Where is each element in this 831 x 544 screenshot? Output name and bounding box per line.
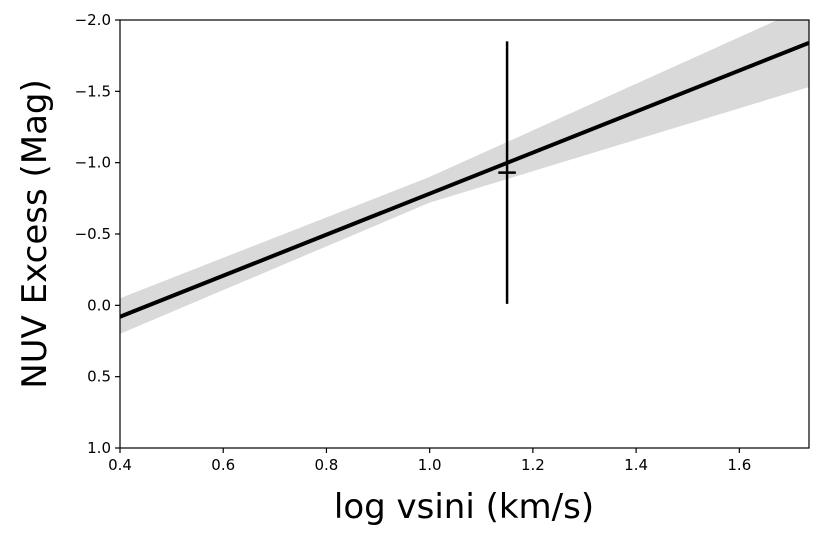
y-tick-label: 0.5 — [87, 368, 111, 386]
y-tick-label: −2.0 — [75, 11, 111, 29]
y-tick-label: −0.5 — [75, 225, 111, 243]
y-tick-label: −1.5 — [75, 82, 111, 100]
x-tick-label: 0.4 — [108, 456, 132, 474]
y-tick-label: 0.0 — [87, 296, 111, 314]
y-tick-label: 1.0 — [87, 439, 111, 457]
confidence-band — [120, 20, 809, 334]
plot-area — [120, 20, 809, 334]
y-axis-label: NUV Excess (Mag) — [15, 79, 55, 389]
x-tick-label: 1.0 — [418, 456, 442, 474]
y-tick-label: −1.0 — [75, 154, 111, 172]
x-axis-label: log vsini (km/s) — [334, 487, 594, 527]
x-tick-label: 1.6 — [727, 456, 751, 474]
fit-line — [120, 40, 809, 319]
x-tick-label: 1.2 — [521, 456, 545, 474]
x-tick-label: 1.4 — [624, 456, 648, 474]
x-tick-label: 0.6 — [211, 456, 235, 474]
x-tick-label: 0.8 — [315, 456, 339, 474]
